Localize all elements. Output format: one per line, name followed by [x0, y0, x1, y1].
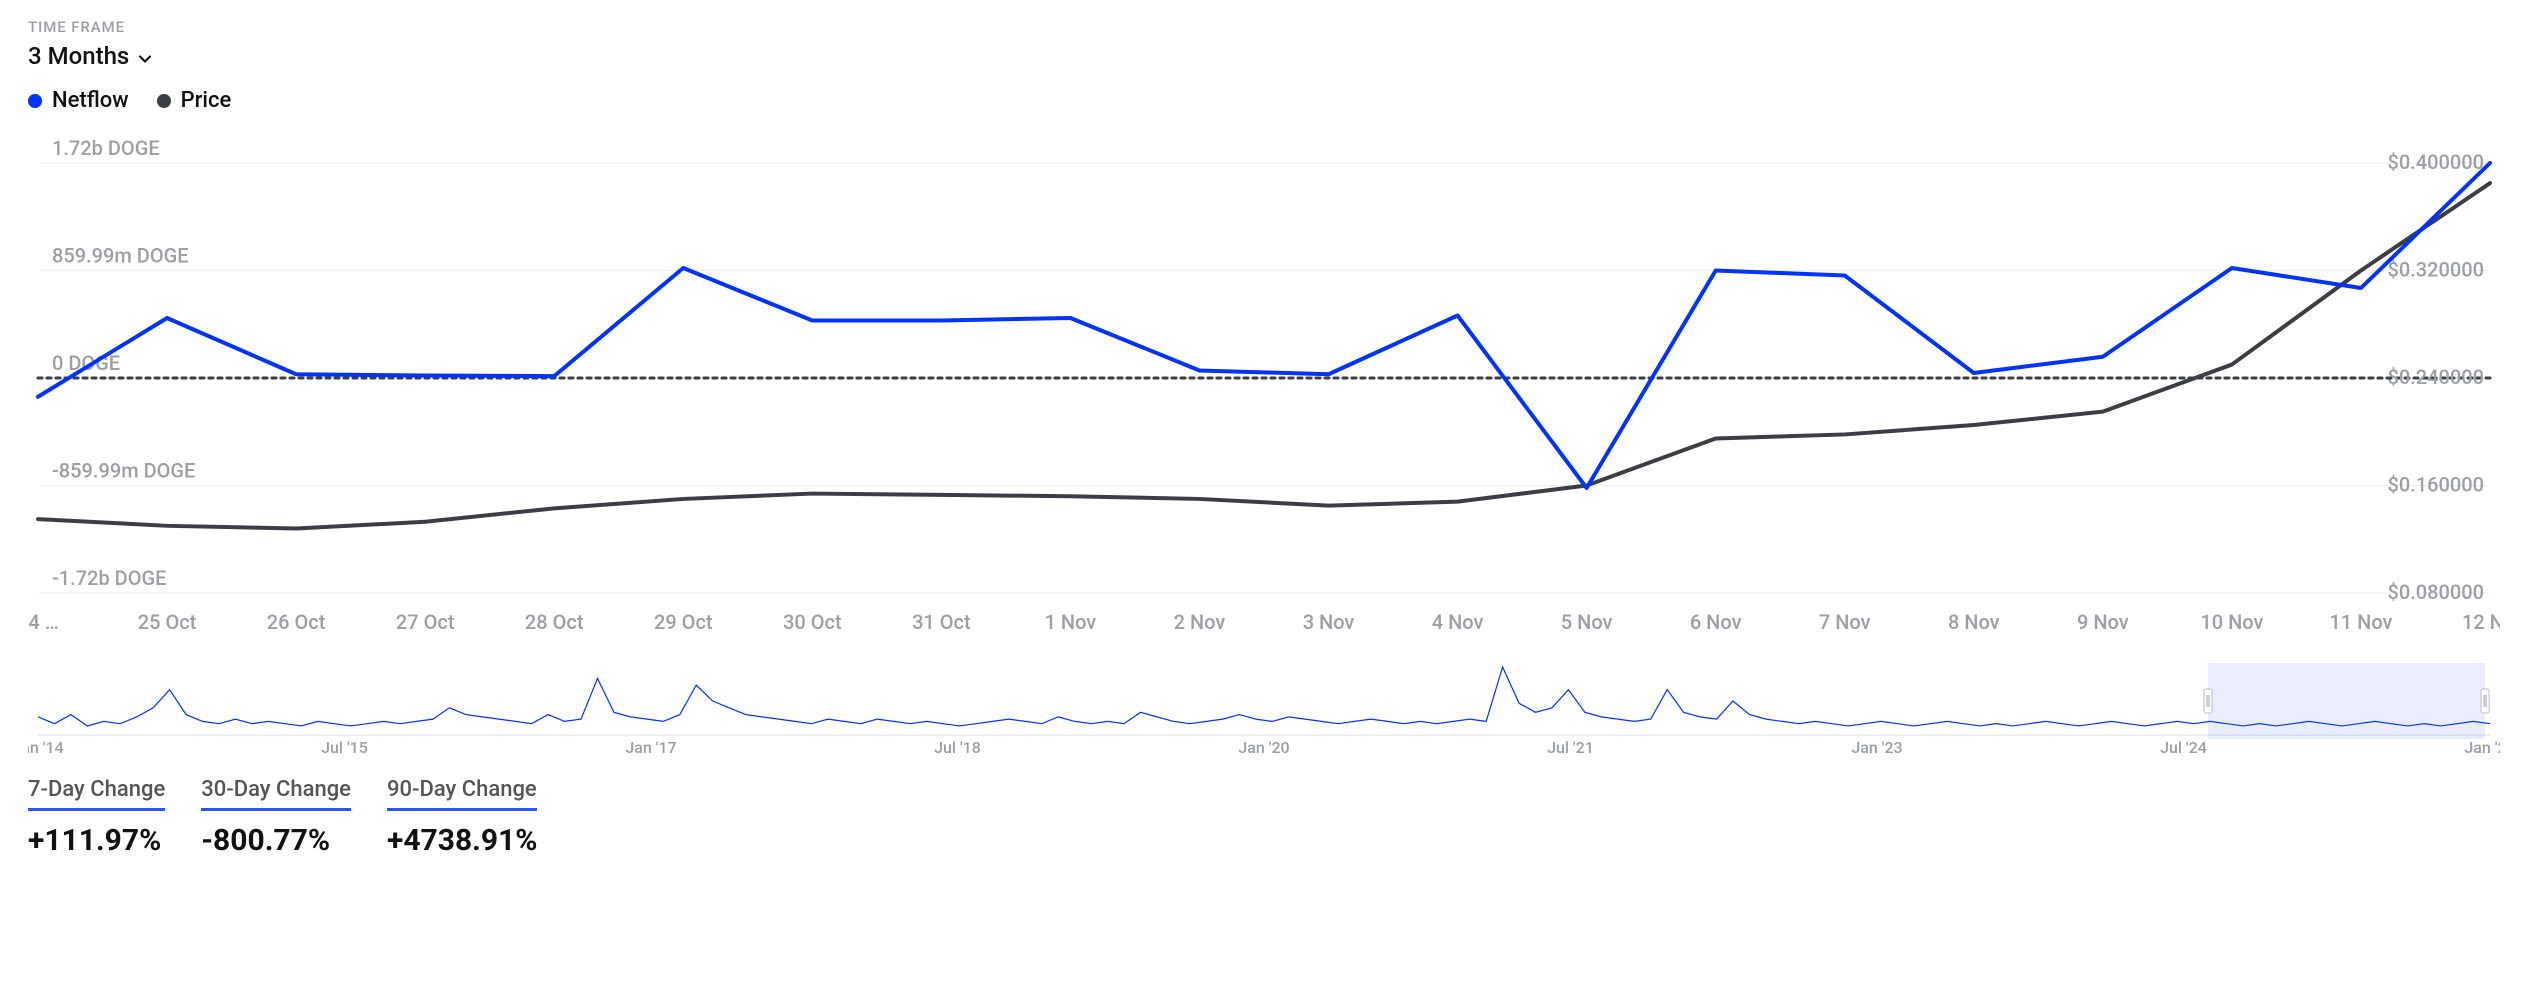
legend-label-price: Price — [181, 88, 232, 113]
svg-text:25 Oct: 25 Oct — [138, 610, 197, 634]
svg-text:31 Oct: 31 Oct — [912, 610, 971, 634]
svg-text:3 Nov: 3 Nov — [1303, 610, 1355, 634]
legend-dot-price — [157, 94, 171, 108]
main-chart[interactable]: 1.72b DOGE859.99m DOGE0 DOGE-859.99m DOG… — [28, 133, 2500, 653]
stat-7day: 7-Day Change +111.97% — [28, 777, 165, 858]
timeframe-select[interactable]: 3 Months — [28, 42, 149, 70]
svg-text:Jan '14: Jan '14 — [28, 738, 64, 757]
legend-item-price[interactable]: Price — [157, 88, 232, 113]
chevron-down-icon — [135, 49, 149, 63]
svg-text:6 Nov: 6 Nov — [1690, 610, 1742, 634]
svg-text:9 Nov: 9 Nov — [2077, 610, 2129, 634]
timeframe-value: 3 Months — [28, 42, 129, 70]
svg-text:Jul '18: Jul '18 — [934, 738, 981, 757]
svg-text:Jul '15: Jul '15 — [321, 738, 368, 757]
timeframe-label: TIME FRAME — [28, 18, 2500, 36]
chart-legend: Netflow Price — [28, 88, 2500, 123]
stat-value: +4738.91% — [387, 823, 538, 858]
svg-text:30 Oct: 30 Oct — [783, 610, 842, 634]
svg-text:Jan '20: Jan '20 — [1238, 738, 1289, 757]
svg-text:$0.320000: $0.320000 — [2388, 258, 2485, 282]
legend-label-netflow: Netflow — [52, 88, 129, 113]
stat-label: 7-Day Change — [28, 777, 165, 811]
svg-text:-1.72b DOGE: -1.72b DOGE — [52, 566, 166, 590]
svg-text:11 Nov: 11 Nov — [2329, 610, 2392, 634]
legend-item-netflow[interactable]: Netflow — [28, 88, 129, 113]
svg-text:2 Nov: 2 Nov — [1174, 610, 1226, 634]
svg-text:8 Nov: 8 Nov — [1948, 610, 2000, 634]
stat-30day: 30-Day Change -800.77% — [201, 777, 351, 858]
svg-text:$0.080000: $0.080000 — [2388, 580, 2485, 604]
svg-text:12 N…: 12 N… — [2462, 610, 2500, 634]
svg-text:24 …: 24 … — [28, 610, 59, 634]
svg-text:1 Nov: 1 Nov — [1045, 610, 1097, 634]
svg-text:859.99m DOGE: 859.99m DOGE — [52, 244, 189, 268]
svg-text:27 Oct: 27 Oct — [396, 610, 455, 634]
svg-text:Jul '21: Jul '21 — [1547, 738, 1594, 757]
svg-text:29 Oct: 29 Oct — [654, 610, 713, 634]
svg-text:5 Nov: 5 Nov — [1561, 610, 1613, 634]
svg-text:1.72b DOGE: 1.72b DOGE — [52, 136, 160, 160]
legend-dot-netflow — [28, 94, 42, 108]
svg-text:28 Oct: 28 Oct — [525, 610, 584, 634]
svg-text:$0.240000: $0.240000 — [2388, 365, 2485, 389]
svg-text:Jul '24: Jul '24 — [2160, 738, 2207, 757]
svg-text:10 Nov: 10 Nov — [2200, 610, 2263, 634]
svg-text:26 Oct: 26 Oct — [267, 610, 326, 634]
svg-text:Jan '23: Jan '23 — [1851, 738, 1902, 757]
svg-text:4 Nov: 4 Nov — [1432, 610, 1484, 634]
stat-90day: 90-Day Change +4738.91% — [387, 777, 538, 858]
stat-label: 30-Day Change — [201, 777, 351, 811]
stat-value: +111.97% — [28, 823, 165, 858]
svg-text:$0.400000: $0.400000 — [2388, 150, 2485, 174]
svg-text:7 Nov: 7 Nov — [1819, 610, 1871, 634]
svg-text:$0.160000: $0.160000 — [2388, 473, 2485, 497]
change-stats: 7-Day Change +111.97% 30-Day Change -800… — [28, 777, 2500, 858]
stat-value: -800.77% — [201, 823, 351, 858]
navigator-chart[interactable]: Jan '14 Jul '15 Jan '17 Jul '18 Jan '20 Jul '… — [28, 659, 2500, 759]
svg-text:Jan '25: Jan '25 — [2464, 738, 2500, 757]
svg-text:Jan '17: Jan '17 — [625, 738, 676, 757]
svg-text:-859.99m DOGE: -859.99m DOGE — [52, 458, 195, 482]
stat-label: 90-Day Change — [387, 777, 538, 811]
